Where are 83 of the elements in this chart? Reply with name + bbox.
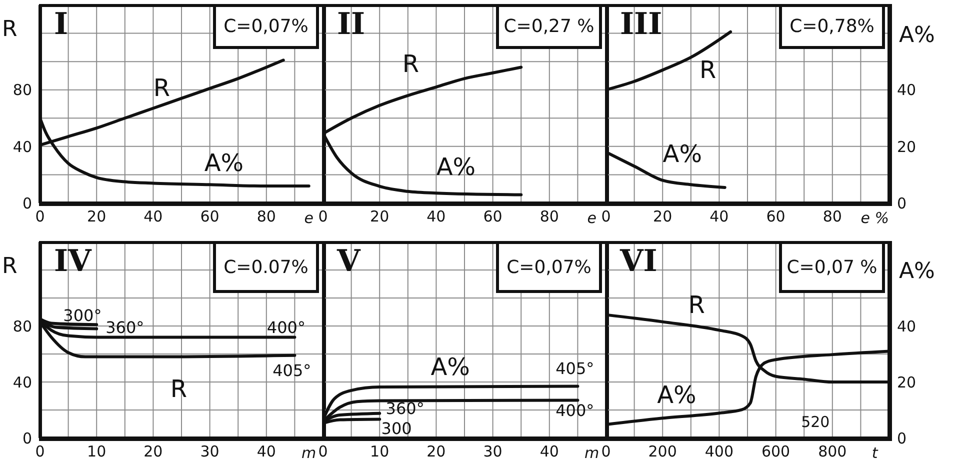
x-tick-label: 600: [761, 442, 790, 461]
y-tick-label: 40: [12, 138, 32, 156]
chart-title: II: [337, 7, 366, 43]
series-label: 405°: [272, 360, 312, 382]
annotation: 520: [800, 412, 831, 434]
series-label: 360°: [106, 318, 144, 338]
x-tick-label: 40: [144, 208, 163, 226]
x-tick-label: 10: [87, 442, 106, 461]
series-label: 300: [380, 418, 413, 440]
y-tick-label: 80: [12, 317, 32, 336]
y-tick-label: 0: [22, 429, 32, 448]
x-axis-title: m: [302, 444, 316, 462]
x-tick-label: 40: [426, 208, 446, 226]
x-tick-label: 800: [818, 442, 847, 461]
y2-tick-label: 40: [897, 317, 916, 336]
x-tick-label: 20: [370, 208, 390, 226]
series-label: 400°: [266, 317, 306, 340]
y-tick-label: 0: [22, 194, 32, 212]
x-tick-label: 60: [766, 208, 786, 226]
y-axis-title: R: [2, 254, 18, 279]
y-tick-label: 80: [12, 81, 32, 100]
series-label: R: [687, 290, 706, 319]
annotation: C=0,07%: [213, 4, 319, 49]
chart-title: IV: [54, 244, 92, 280]
series-label: 400°: [554, 400, 596, 422]
x-tick-label: 0: [35, 208, 45, 226]
x-tick-label: 20: [87, 208, 106, 226]
series-label: 300°: [63, 306, 102, 326]
chart-title: I: [54, 7, 68, 43]
x-tick-label: 0: [318, 208, 328, 226]
x-tick-label: 10: [370, 442, 390, 461]
x-tick-label: 0: [601, 208, 611, 226]
x-tick-label: 20: [653, 208, 672, 226]
series-label: R: [152, 74, 172, 102]
y2-axis-title: A%: [899, 259, 935, 284]
y-tick-label: 40: [12, 373, 32, 392]
annotation: C=0,07%: [496, 241, 602, 293]
chart-title: VI: [620, 244, 658, 280]
series-label: 360°: [384, 398, 426, 420]
series-label: 405°: [554, 358, 596, 380]
annotation: C=0,78%: [779, 4, 885, 49]
x-axis-title: e: [304, 209, 314, 227]
x-tick-label: 60: [483, 208, 502, 226]
series-label: R: [698, 56, 718, 84]
x-tick-label: 20: [144, 442, 163, 461]
annotation: A%: [430, 353, 471, 382]
chart-title: V: [337, 244, 360, 280]
y2-tick-label: 40: [897, 81, 916, 100]
y-axis-title: R: [2, 16, 18, 42]
x-tick-label: 80: [540, 208, 559, 226]
annotation: C=0,07 %: [779, 241, 885, 293]
series-label: A%: [656, 380, 698, 409]
series-label: A%: [435, 153, 477, 182]
x-tick-label: 40: [256, 442, 276, 461]
series-label: R: [401, 50, 420, 78]
x-tick-label: 200: [648, 442, 677, 461]
annotation: R: [169, 375, 188, 403]
y2-tick-label: 20: [897, 373, 916, 392]
x-axis-title: e: [587, 209, 596, 227]
x-axis-title: e %: [860, 209, 890, 227]
x-tick-label: 40: [710, 208, 729, 226]
x-tick-label: 400: [704, 442, 734, 461]
y2-axis-title: A%: [899, 22, 935, 48]
x-tick-label: 0: [35, 442, 45, 461]
x-tick-label: 30: [200, 442, 220, 461]
y2-tick-label: 20: [897, 138, 916, 156]
chart-title: III: [620, 7, 662, 43]
x-tick-label: 60: [200, 208, 220, 226]
annotation: C=0,27 %: [496, 4, 602, 49]
x-tick-label: 40: [540, 442, 559, 461]
x-tick-label: 0: [318, 442, 328, 461]
y2-tick-label: 0: [897, 194, 907, 212]
x-axis-title: m: [584, 444, 600, 462]
y2-tick-label: 0: [897, 429, 907, 448]
annotation: C=0.07%: [213, 241, 319, 293]
series-label: A%: [662, 140, 704, 168]
x-tick-label: 80: [256, 208, 276, 226]
x-tick-label: 80: [822, 208, 842, 226]
x-tick-label: 20: [426, 442, 446, 461]
x-tick-label: 0: [601, 442, 611, 461]
x-axis-title: t: [870, 444, 880, 462]
x-tick-label: 30: [483, 442, 502, 461]
series-label: A%: [203, 149, 245, 178]
